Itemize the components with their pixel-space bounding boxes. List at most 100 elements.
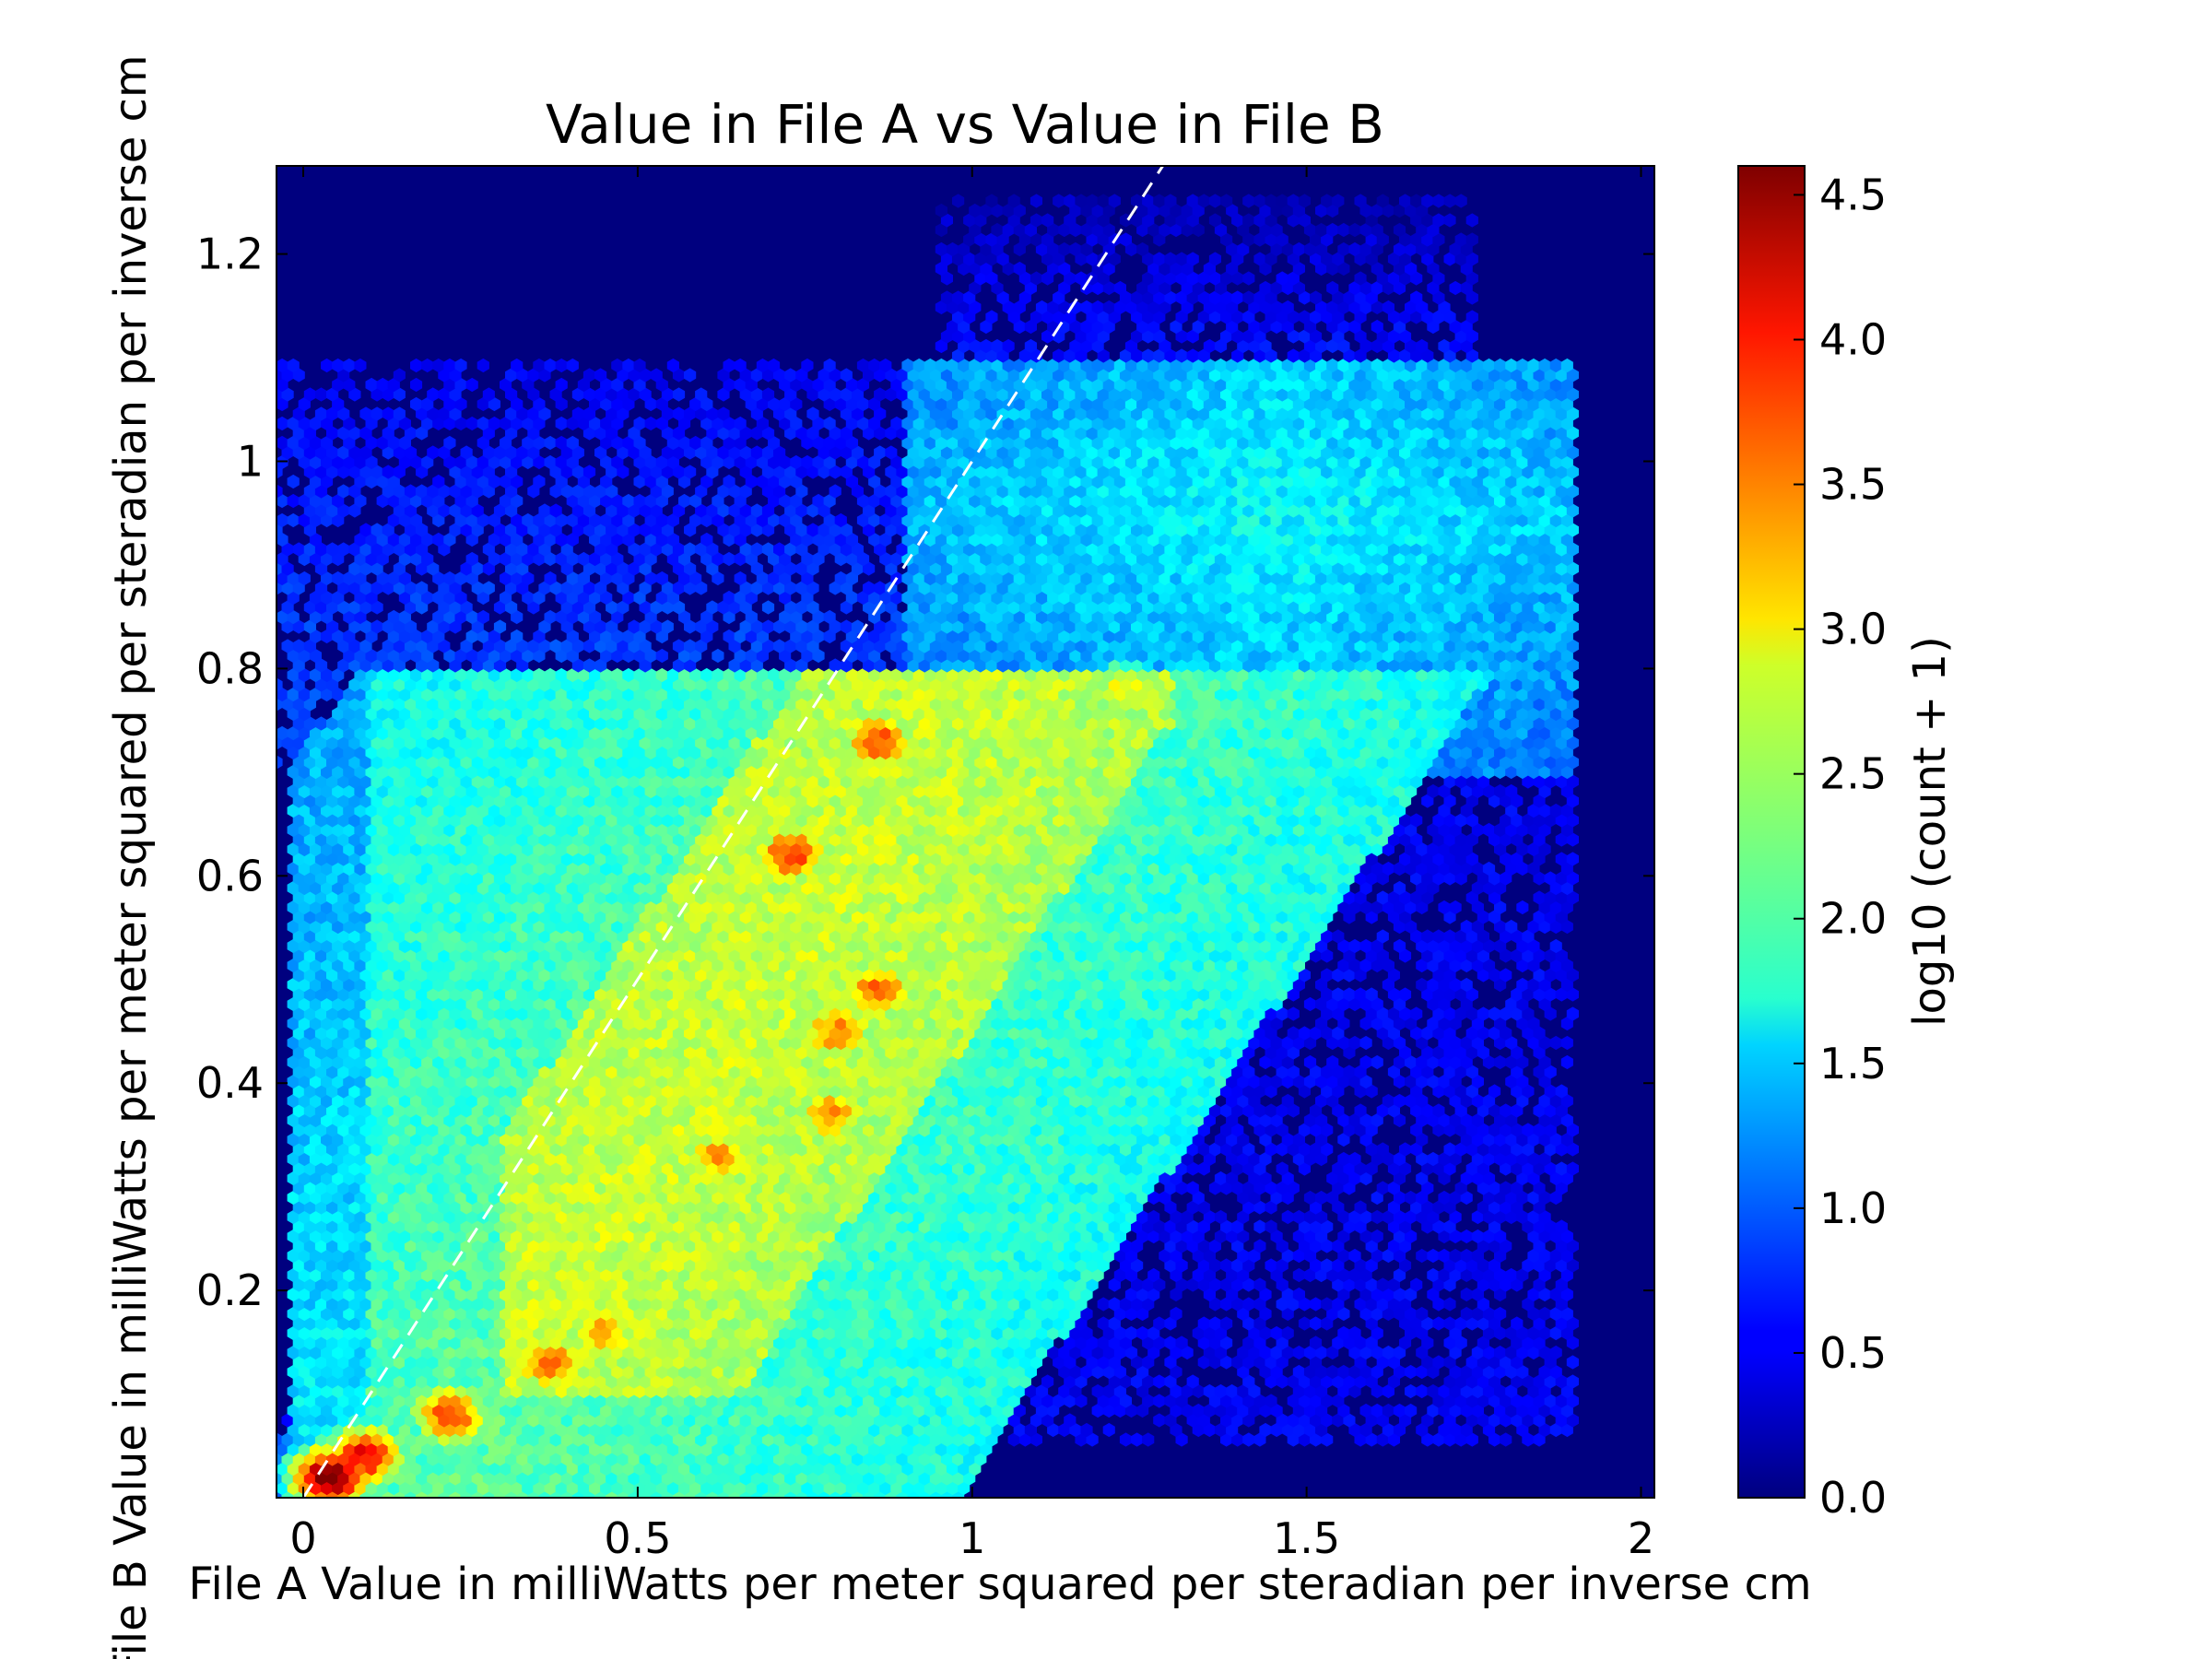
hexbin-cell — [465, 1441, 478, 1457]
hexbin-cell — [1365, 1432, 1378, 1447]
hexbin-cell — [544, 1422, 557, 1438]
hexbin-cell — [879, 1441, 892, 1457]
hexbin-cell — [940, 1471, 953, 1486]
hexbin-cell — [991, 1422, 1004, 1438]
hexbin-cell — [912, 1441, 925, 1457]
hexbin-cell — [393, 1432, 406, 1447]
hexbin-cell — [1516, 1422, 1529, 1438]
hexbin-cell — [750, 1432, 763, 1447]
hexbin-cell — [896, 1471, 909, 1486]
hexbin-cell — [1030, 1432, 1042, 1447]
hexbin-cell — [589, 1480, 602, 1496]
hexbin-cell — [606, 1452, 618, 1466]
hexbin-cell — [678, 1461, 691, 1477]
hexbin-cell — [348, 1452, 361, 1466]
hexbin-cell — [493, 1471, 507, 1486]
hexbin-cell — [471, 1452, 484, 1466]
hexbin-cell — [314, 1432, 328, 1447]
hexbin-cell — [276, 1432, 283, 1447]
hexbin-cell — [1214, 1422, 1228, 1438]
hexbin-cell — [1460, 1422, 1473, 1438]
hexbin-cell — [723, 1480, 735, 1496]
hexbin-cell — [522, 1461, 535, 1477]
hexbin-cell — [684, 1452, 697, 1466]
hexbin-cell — [678, 1480, 691, 1496]
hexbin-cell — [980, 1441, 993, 1457]
hexbin-cell — [863, 1452, 876, 1466]
hexbin-cell — [460, 1471, 473, 1486]
hexbin-cell — [1560, 1422, 1573, 1438]
hexbin-cell — [359, 1432, 372, 1447]
hexbin-cell — [1281, 1422, 1294, 1438]
hexbin-cell — [287, 1480, 300, 1496]
hexbin-cell — [655, 1461, 668, 1477]
hexbin-cell — [589, 1461, 602, 1477]
hexbin-cell — [611, 1441, 624, 1457]
hexbin-cell — [901, 1480, 914, 1496]
hexbin-cell — [544, 1461, 557, 1477]
hexbin-cell — [343, 1422, 356, 1438]
hexbin-cell — [912, 1461, 925, 1477]
hexbin-cell — [482, 1432, 495, 1447]
hexbin-cell — [890, 1422, 903, 1438]
hexbin-cell — [761, 1432, 775, 1447]
hexbin-cell — [745, 1461, 758, 1477]
hexbin-cell — [1438, 1422, 1451, 1438]
hexbin-cell — [756, 1422, 769, 1438]
hexbin-cell — [918, 1452, 931, 1466]
hexbin-cell — [918, 1471, 931, 1486]
hexbin-cell — [589, 1422, 602, 1438]
hexbin-cell — [963, 1432, 976, 1447]
hexbin-cell — [348, 1432, 361, 1447]
hexbin-cell — [639, 1471, 652, 1486]
hexbin-cell — [600, 1441, 613, 1457]
hexbin-cell — [661, 1471, 674, 1486]
hexbin-cell — [303, 1471, 316, 1486]
hexbin-cell — [1465, 1432, 1478, 1447]
hexbin-cell — [410, 1480, 423, 1496]
hexbin-cell — [1142, 1432, 1155, 1447]
hexbin-cell — [1376, 1432, 1389, 1447]
chart-title: Value in File A vs Value in File B — [546, 93, 1384, 156]
hexbin-cell — [538, 1471, 551, 1486]
hexbin-cell — [522, 1480, 535, 1496]
hexbin-cell — [628, 1452, 641, 1466]
hexbin-cell — [276, 1461, 288, 1477]
hexbin-cell — [890, 1441, 903, 1457]
hexbin-cell — [465, 1461, 478, 1477]
hexbin-cell — [834, 1461, 847, 1477]
hexbin-cell — [500, 1422, 512, 1438]
hexbin-cell — [354, 1441, 367, 1457]
hexbin-cell — [594, 1432, 607, 1447]
hexbin-cell — [717, 1452, 730, 1466]
hexbin-cell — [974, 1452, 987, 1466]
hexbin-cell — [935, 1441, 947, 1457]
hexbin-cell — [511, 1461, 524, 1477]
hexbin-cell — [387, 1461, 400, 1477]
hexbin-cell — [292, 1452, 305, 1466]
hexbin-cell — [337, 1413, 350, 1428]
hexbin-cell — [438, 1471, 451, 1486]
hexbin-cell — [868, 1461, 881, 1477]
hexbin-cell — [1270, 1422, 1283, 1438]
hexbin-cell — [600, 1461, 613, 1477]
hexbin-cell — [706, 1432, 719, 1447]
hexbin-cell — [655, 1480, 668, 1496]
hexbin-cell — [454, 1422, 467, 1438]
hexbin-cell — [666, 1480, 679, 1496]
hexbin-cell — [555, 1441, 568, 1457]
hexbin-cell — [555, 1461, 568, 1477]
hexbin-cell — [533, 1461, 546, 1477]
hexbin-cell — [365, 1461, 378, 1477]
hexbin-cell — [488, 1461, 500, 1477]
hexbin-cell — [644, 1441, 657, 1457]
hexbin-cell — [896, 1452, 909, 1466]
hexbin-cell — [806, 1471, 819, 1486]
hexbin-cell — [779, 1480, 792, 1496]
hexbin-cell — [829, 1432, 841, 1447]
hexbin-cells — [276, 194, 1579, 1498]
hexbin-cell — [1024, 1422, 1037, 1438]
hexbin-cell — [784, 1432, 797, 1447]
hexbin-cell — [1203, 1422, 1216, 1438]
hexbin-cell — [309, 1422, 322, 1438]
